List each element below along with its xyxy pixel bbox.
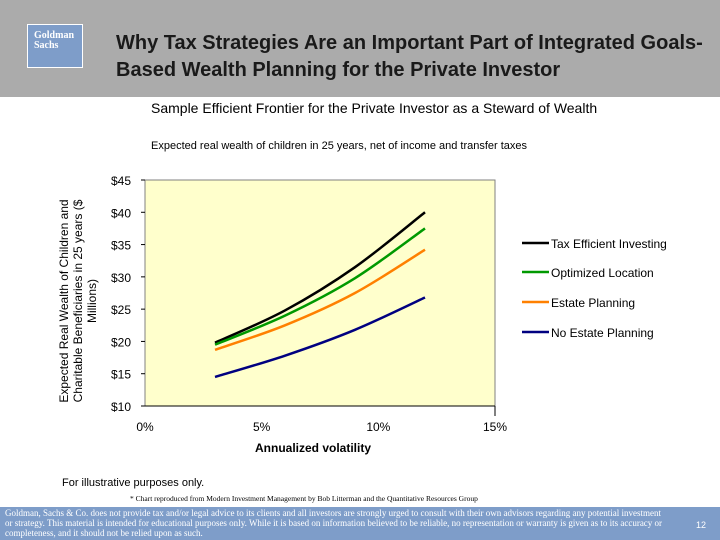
plot-area: [144, 179, 496, 407]
series-line-estate-planning: [214, 248, 426, 352]
legend-label: Tax Efficient Investing: [551, 237, 667, 251]
source-credit: * Chart reproduced from Modern Investmen…: [130, 494, 478, 503]
slide-footer: Goldman, Sachs & Co. does not provide ta…: [0, 507, 720, 540]
chart-title: Sample Efficient Frontier for the Privat…: [151, 100, 598, 116]
y-tick-label: $10: [111, 400, 131, 414]
legend: Tax Efficient Investing Optimized Locatio…: [522, 237, 667, 340]
y-tick-label: $15: [111, 368, 131, 382]
y-tick-label: $30: [111, 271, 131, 285]
y-tick-label: $20: [111, 335, 131, 349]
y-axis-ticks: $10 $15 $20 $25 $30 $35 $40 $45: [111, 174, 145, 414]
legend-label: Optimized Location: [551, 266, 654, 280]
logo-text-line2: Sachs: [34, 40, 59, 51]
logo-text-line1: Goldman: [34, 30, 75, 41]
slide-title: Why Tax Strategies Are an Important Part…: [116, 32, 703, 81]
x-tick-label: 5%: [253, 420, 271, 434]
legend-label: No Estate Planning: [551, 326, 654, 340]
y-tick-label: $40: [111, 206, 131, 220]
legend-label: Estate Planning: [551, 296, 635, 310]
x-axis-label: Annualized volatility: [255, 441, 372, 455]
chart-subtitle: Expected real wealth of children in 25 y…: [151, 140, 528, 152]
series-line-tax-efficient-investing: [214, 211, 426, 344]
series-line-optimized-location: [214, 227, 426, 346]
y-tick-label: $45: [111, 174, 131, 188]
y-tick-label: $35: [111, 239, 131, 253]
x-tick-label: 10%: [366, 420, 390, 434]
disclaimer-text: Goldman, Sachs & Co. does not provide ta…: [5, 508, 663, 538]
series-lines: [214, 211, 426, 379]
x-tick-label: 15%: [483, 420, 507, 434]
x-tick-label: 0%: [136, 420, 154, 434]
goldman-sachs-logo: Goldman Sachs: [27, 24, 83, 68]
illustrative-footnote: For illustrative purposes only.: [62, 477, 205, 489]
y-axis-label: Expected Real Wealth of Children and Cha…: [57, 199, 99, 403]
page-number: 12: [695, 520, 706, 530]
x-axis-ticks: 0% 5% 10% 15%: [136, 420, 507, 434]
slide-header: Goldman Sachs Why Tax Strategies Are an …: [0, 0, 720, 97]
series-line-no-estate-planning: [214, 296, 426, 379]
y-tick-label: $25: [111, 303, 131, 317]
